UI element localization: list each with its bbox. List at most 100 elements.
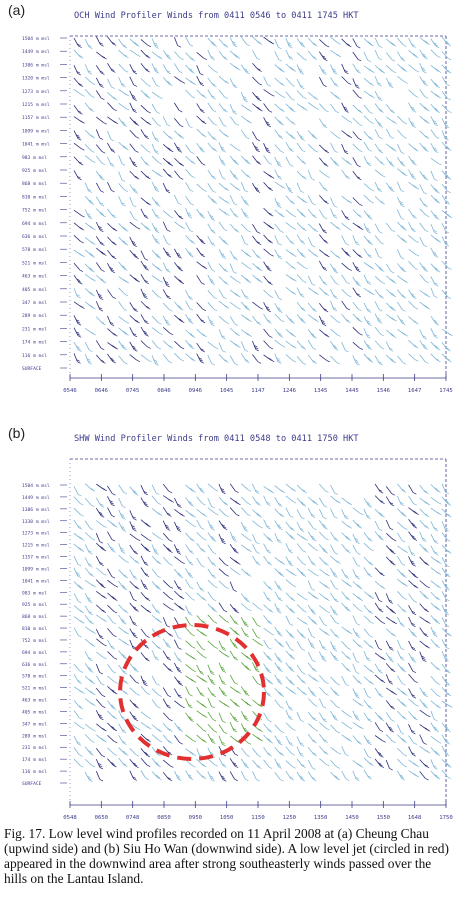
wind-barb <box>151 495 162 505</box>
wind-barb <box>441 76 450 87</box>
wind-barb <box>218 354 229 363</box>
wind-barb-flag <box>280 123 284 126</box>
wind-barb <box>173 521 182 533</box>
wind-barb-flag <box>146 121 150 124</box>
wind-barb <box>285 103 296 113</box>
wind-barb-staff <box>352 287 358 296</box>
wind-barb-flag <box>322 281 327 284</box>
wind-barb-flag <box>132 108 136 111</box>
wind-barb <box>263 519 271 530</box>
wind-barb-staff <box>229 771 235 780</box>
wind-barb-flag <box>167 728 172 731</box>
wind-barb-flag <box>267 173 271 177</box>
wind-barb <box>263 289 274 299</box>
wind-barb <box>241 261 252 270</box>
wind-barb <box>162 168 173 178</box>
wind-barb <box>229 638 239 649</box>
wind-barb-flag <box>411 175 415 178</box>
wind-barb-flag <box>266 536 271 539</box>
wind-barb <box>307 496 319 505</box>
wind-barb-flag <box>390 109 394 112</box>
wind-barb <box>307 507 316 518</box>
wind-barb-flag <box>435 358 440 361</box>
wind-barb-staff <box>174 340 182 348</box>
wind-barb-flag <box>187 572 192 575</box>
wind-barb <box>430 157 442 166</box>
wind-barb-flag <box>290 121 295 124</box>
wind-barb <box>263 117 272 128</box>
wind-barb-flag <box>232 43 237 46</box>
wind-barb <box>84 615 94 625</box>
wind-barb-flag <box>433 82 438 85</box>
wind-barb-flag <box>289 190 294 194</box>
wind-barb-flag <box>267 84 271 87</box>
wind-barb-flag <box>268 719 272 723</box>
wind-barb-staff <box>95 710 101 719</box>
wind-barb <box>218 724 228 734</box>
wind-barb-staff <box>374 117 381 126</box>
wind-barb-flag <box>313 291 318 294</box>
wind-barb-flag <box>357 318 361 321</box>
wind-barb-staff <box>352 78 357 87</box>
wind-barb-staff <box>196 557 202 566</box>
wind-barb-staff <box>218 103 225 111</box>
wind-barb-flag <box>233 343 238 346</box>
wind-barb <box>151 131 160 142</box>
wind-barb-staff <box>140 78 148 86</box>
wind-barb-staff <box>129 302 135 311</box>
wind-barb-flag <box>324 309 329 313</box>
wind-barb-flag <box>124 610 129 614</box>
wind-barb-flag <box>169 309 173 312</box>
wind-barb-flag <box>333 70 337 73</box>
wind-barb-flag <box>445 347 450 350</box>
wind-barb-staff <box>196 103 202 112</box>
wind-barb-flag <box>133 764 138 767</box>
wind-barb-flag <box>368 358 372 361</box>
wind-barb <box>207 274 216 285</box>
wind-barb-flag <box>314 502 319 505</box>
wind-barb-flag <box>322 266 326 269</box>
wind-barb <box>84 263 95 273</box>
wind-barb-staff <box>140 652 147 660</box>
wind-barb-flag <box>333 309 338 312</box>
wind-barb-staff <box>174 102 180 111</box>
wind-barb-flag <box>132 70 137 73</box>
wind-barb-staff <box>229 650 235 659</box>
wind-barb-staff <box>140 39 149 46</box>
wind-barb-flag <box>277 539 281 542</box>
wind-barb <box>140 733 151 743</box>
wind-barb-staff <box>441 76 447 85</box>
wind-barb-staff <box>296 556 304 564</box>
wind-barb-flag <box>100 229 104 233</box>
wind-barb-flag <box>112 597 116 600</box>
wind-barb-flag <box>391 147 395 151</box>
wind-barb-flag <box>81 215 85 218</box>
wind-barb <box>285 604 296 614</box>
wind-barb <box>397 355 407 365</box>
wind-barb-flag <box>244 571 249 574</box>
wind-barb <box>385 341 394 352</box>
wind-barb-staff <box>274 169 280 178</box>
wind-barb-flag <box>168 148 172 151</box>
wind-barb-flag <box>445 231 450 234</box>
wind-barb-flag <box>90 305 94 308</box>
wind-barb-flag <box>255 147 259 151</box>
wind-barb <box>118 484 127 495</box>
wind-barb <box>162 603 174 611</box>
wind-barb-flag <box>114 585 119 588</box>
wind-barb-flag <box>244 529 249 533</box>
wind-barb-flag <box>110 162 114 165</box>
wind-barb <box>274 674 283 685</box>
wind-barb-flag <box>92 227 96 231</box>
wind-barb <box>430 194 441 204</box>
wind-barb-flag <box>101 727 105 730</box>
wind-barb <box>207 142 218 152</box>
wind-barb-flag <box>245 174 250 177</box>
wind-barb <box>263 604 274 613</box>
wind-barb <box>84 102 95 112</box>
wind-barb <box>185 497 195 507</box>
wind-barb-staff <box>107 531 113 540</box>
wind-barb-staff <box>318 260 325 270</box>
wind-barb-flag <box>145 163 150 167</box>
wind-barb-flag <box>414 346 419 349</box>
